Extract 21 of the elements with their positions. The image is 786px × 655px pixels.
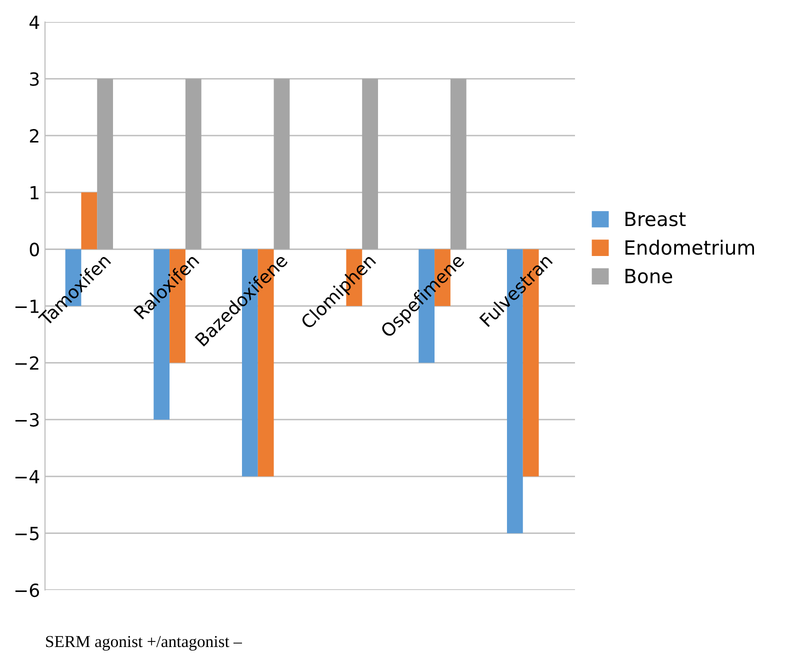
y-tick-label: −4 xyxy=(15,470,40,484)
bar xyxy=(81,192,98,250)
y-tick-label: 0 xyxy=(30,242,39,256)
y-tick-label: −5 xyxy=(15,526,39,540)
y-tick-label: −1 xyxy=(15,300,38,313)
legend-label: Breast xyxy=(626,212,686,226)
bar xyxy=(274,78,290,250)
y-tick-label: −3 xyxy=(15,413,39,427)
bar xyxy=(185,78,202,250)
bar xyxy=(362,78,378,250)
bar xyxy=(450,78,466,250)
bar xyxy=(97,78,114,250)
y-tick-label: 3 xyxy=(30,72,39,86)
y-tick-label: 1 xyxy=(30,186,38,200)
y-tick-label: 2 xyxy=(30,129,38,142)
text: SERM agonist +/antagonist – xyxy=(46,636,242,651)
legend-label: Endometrium xyxy=(626,240,754,255)
y-tick-label: 4 xyxy=(30,16,40,29)
y-tick-label: −2 xyxy=(15,356,38,370)
y-tick-label: −6 xyxy=(15,583,39,598)
legend-label: Bone xyxy=(626,268,672,284)
